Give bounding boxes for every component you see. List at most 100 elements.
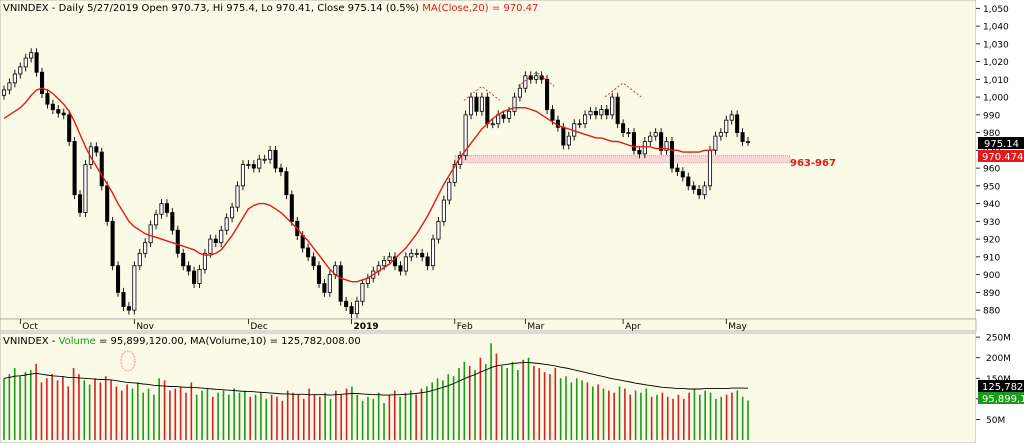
candle-body — [534, 75, 539, 80]
candle-body — [469, 96, 474, 116]
candle-body — [154, 213, 159, 226]
price-axis-label: 990 — [983, 111, 1000, 121]
candle-body — [170, 212, 175, 231]
volume-title-prefix: VNINDEX - — [3, 336, 59, 347]
date-axis-label: Feb — [457, 322, 473, 332]
candle-body — [740, 132, 745, 142]
volume-axis-label: 250M — [986, 334, 1011, 344]
price-axis-label: 900 — [983, 271, 1000, 281]
candle-body — [126, 306, 131, 311]
candle-body — [718, 132, 723, 137]
candle-body — [186, 265, 191, 272]
support-zone-label: 963-967 — [790, 158, 836, 169]
candle-body — [327, 274, 332, 293]
price-axis-label: 1,000 — [983, 94, 1009, 104]
price-axis-label: 950 — [983, 182, 1000, 192]
candle-body — [702, 185, 707, 196]
candle-body — [539, 75, 544, 80]
date-axis-label: Oct — [22, 322, 38, 332]
candle-body — [507, 110, 512, 119]
candle-body — [583, 114, 588, 125]
candle-body — [512, 96, 517, 112]
candle-body — [474, 96, 479, 112]
candle-body — [12, 73, 17, 84]
candle-body — [664, 141, 669, 151]
price-axis-label: 1,040 — [983, 23, 1009, 33]
price-axis-label: 1,050 — [983, 5, 1009, 15]
candle-body — [599, 109, 604, 116]
candle-body — [610, 96, 615, 116]
date-axis-label: Dec — [250, 322, 267, 332]
price-title: VNINDEX - Daily 5/27/2019 Open 970.73, H… — [3, 3, 538, 14]
candle-body — [545, 78, 550, 110]
candle-body — [686, 176, 691, 187]
candle-body — [1, 89, 7, 96]
price-axis-label: 890 — [983, 289, 1000, 299]
price-axis-label: 960 — [983, 165, 1000, 175]
candle-body — [72, 141, 77, 196]
candle-body — [105, 185, 110, 222]
candle-body — [219, 229, 224, 244]
volume-panel — [0, 332, 977, 443]
candle-body — [669, 141, 675, 169]
candle-body — [45, 93, 50, 105]
candle-body — [517, 87, 522, 98]
candle-body — [235, 185, 240, 208]
last-close-value: 975.14 — [984, 139, 1019, 150]
candle-body — [110, 220, 115, 267]
candle-body — [278, 167, 283, 173]
candle-body — [631, 132, 636, 151]
candle-body — [61, 112, 66, 116]
candle-body — [29, 52, 34, 59]
candle-body — [577, 123, 582, 126]
candle-body — [224, 217, 229, 231]
candle-body — [729, 114, 734, 121]
candle-body — [18, 66, 23, 75]
candle-body — [284, 171, 289, 196]
candle-body — [164, 203, 169, 213]
candle-body — [675, 167, 680, 173]
candle-body — [637, 149, 642, 155]
candle-body — [121, 291, 126, 307]
candle-body — [197, 268, 202, 284]
candle-body — [338, 265, 343, 302]
candle-body — [268, 149, 273, 160]
candle-body — [23, 57, 28, 68]
candle-body — [387, 256, 392, 261]
price-ma-label: MA(Close,20) = 970.47 — [422, 3, 538, 14]
volume-last-tag: 95,899,1 — [978, 392, 1024, 405]
candle-body — [213, 238, 218, 244]
candle-body — [7, 82, 12, 91]
candle-body — [441, 199, 446, 222]
volume-axis-label: 150M — [986, 375, 1011, 385]
candle-body — [360, 283, 365, 302]
price-axis-label: 1,030 — [983, 40, 1009, 50]
candle-body — [306, 247, 311, 258]
candle-body — [588, 110, 593, 116]
date-axis-label: Nov — [136, 322, 154, 332]
price-axis-label: 1,010 — [983, 76, 1009, 86]
candle-body — [94, 146, 99, 153]
date-axis-label: Mar — [527, 322, 544, 332]
candle-body — [409, 252, 414, 258]
candle-body — [523, 75, 528, 89]
candle-body — [463, 114, 468, 157]
candle-body — [192, 270, 197, 284]
candle-body — [604, 109, 609, 116]
candle-body — [425, 256, 430, 267]
volume-last-value: 95,899,1 — [982, 394, 1024, 405]
candle-body — [137, 252, 142, 267]
price-axis-label: 910 — [983, 253, 1000, 263]
candle-body — [175, 229, 180, 254]
candle-body — [653, 132, 658, 137]
candle-body — [392, 256, 398, 267]
candle-body — [479, 96, 484, 112]
candle-body — [436, 220, 441, 240]
volume-title-word: Volume — [59, 336, 96, 347]
price-title-main: VNINDEX - Daily 5/27/2019 Open 970.73, H… — [3, 3, 422, 14]
candle-body — [382, 260, 387, 267]
candle-body — [208, 238, 213, 254]
candle-body — [745, 141, 751, 143]
volume-axis-label: 50M — [986, 416, 1005, 426]
